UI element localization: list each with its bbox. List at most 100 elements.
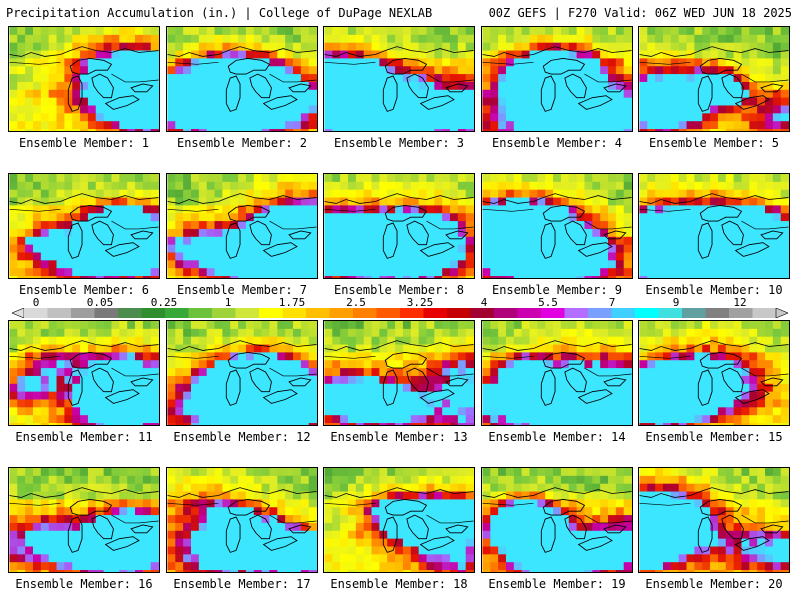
border-lines (167, 61, 317, 83)
ensemble-member-map (638, 26, 790, 132)
ensemble-member-map (481, 173, 633, 279)
coastline (639, 487, 789, 498)
ensemble-member-label: Ensemble Member: 19 (488, 577, 626, 591)
great-lake-outline (69, 204, 113, 222)
great-lake-outline (734, 95, 770, 110)
ensemble-member-map (323, 173, 475, 279)
great-lake-outline (540, 75, 556, 112)
ensemble-member-label: Ensemble Member: 8 (333, 283, 465, 297)
great-lake-outline (445, 524, 469, 534)
great-lake-outline (406, 220, 429, 246)
colorbar-segment (282, 308, 307, 318)
colorbar-segment (447, 308, 471, 318)
colorbar-segment (635, 308, 659, 318)
coastline (639, 46, 789, 57)
great-lake-outline (382, 75, 398, 112)
ensemble-member-map (8, 320, 160, 426)
ensemble-member-map (638, 320, 790, 426)
great-lake-outline (249, 514, 272, 540)
great-lake-outline (67, 516, 83, 553)
border-lines (9, 502, 159, 524)
precipitation-map (166, 26, 318, 132)
great-lake-outline (699, 204, 743, 222)
colorbar-tick-label: 0.05 (86, 296, 114, 309)
border-lines (639, 208, 789, 230)
great-lake-outline (419, 95, 455, 110)
colorbar-segment (141, 308, 166, 318)
great-lake-outline (577, 389, 613, 404)
ensemble-member-map (638, 173, 790, 279)
ensemble-member-label: Ensemble Member: 13 (330, 430, 468, 444)
colorbar-segment (306, 308, 330, 318)
border-lines (9, 355, 159, 377)
colorbar-segment (94, 308, 119, 318)
great-lake-outline (721, 73, 744, 99)
coastline (167, 487, 317, 498)
great-lake-outline (419, 389, 455, 404)
great-lake-outline (91, 514, 114, 540)
border-lines (639, 502, 789, 524)
great-lake-outline (697, 516, 713, 553)
great-lake-outline (603, 377, 627, 387)
great-lake-outline (564, 367, 587, 393)
precipitation-map (481, 467, 633, 573)
precipitation-map (166, 173, 318, 279)
ensemble-member-map (323, 467, 475, 573)
great-lake-outline (130, 377, 154, 387)
great-lake-outline (734, 536, 770, 551)
great-lake-outline (262, 536, 298, 551)
great-lake-outline (697, 369, 713, 406)
colorbar-tick-label: 0.25 (150, 296, 178, 309)
ensemble-member-label: Ensemble Member: 3 (333, 136, 465, 150)
border-lines (324, 502, 474, 524)
colorbar-segment (611, 308, 636, 318)
colorbar-segment (541, 308, 565, 318)
great-lake-outline (406, 514, 429, 540)
great-lake-outline (734, 242, 770, 257)
colorbar-segment (494, 308, 518, 318)
great-lake-outline (419, 242, 455, 257)
border-lines (482, 355, 632, 377)
great-lake-outline (227, 204, 271, 222)
great-lake-outline (227, 57, 271, 75)
ensemble-member-label: Ensemble Member: 10 (645, 283, 783, 297)
ensemble-member-label: Ensemble Member: 2 (176, 136, 308, 150)
border-lines (167, 355, 317, 377)
great-lake-outline (445, 377, 469, 387)
colorbar-segment (658, 308, 683, 318)
great-lake-outline (406, 367, 429, 393)
precipitation-map (638, 26, 790, 132)
colorbar-tick-label: 1 (224, 296, 232, 309)
colorbar-segment (47, 308, 72, 318)
coastline (482, 46, 632, 57)
colorbar-segment (259, 308, 283, 318)
colorbar-min-arrow (12, 308, 25, 318)
colorbar-tick-label: 9 (672, 296, 680, 309)
great-lake-outline (384, 57, 428, 75)
ensemble-member-label: Ensemble Member: 9 (491, 283, 623, 297)
ensemble-member-map (8, 173, 160, 279)
coastline (324, 487, 474, 498)
great-lake-outline (262, 95, 298, 110)
border-lines (9, 208, 159, 230)
ensemble-member-map (8, 26, 160, 132)
great-lake-outline (91, 367, 114, 393)
ensemble-member-map (166, 467, 318, 573)
great-lake-outline (697, 222, 713, 259)
great-lake-outline (288, 524, 312, 534)
precipitation-map (481, 320, 633, 426)
coastline (482, 193, 632, 204)
great-lake-outline (104, 536, 140, 551)
colorbar-tick-label: 0 (32, 296, 40, 309)
colorbar-segment (470, 308, 495, 318)
coastline (167, 340, 317, 351)
great-lake-outline (382, 369, 398, 406)
great-lake-outline (227, 351, 271, 369)
great-lake-outline (69, 57, 113, 75)
ensemble-member-label: Ensemble Member: 16 (15, 577, 153, 591)
great-lake-outline (406, 73, 429, 99)
colorbar-segment (729, 308, 753, 318)
precipitation-colorbar (12, 308, 788, 318)
border-lines (482, 61, 632, 83)
ensemble-member-map (481, 26, 633, 132)
